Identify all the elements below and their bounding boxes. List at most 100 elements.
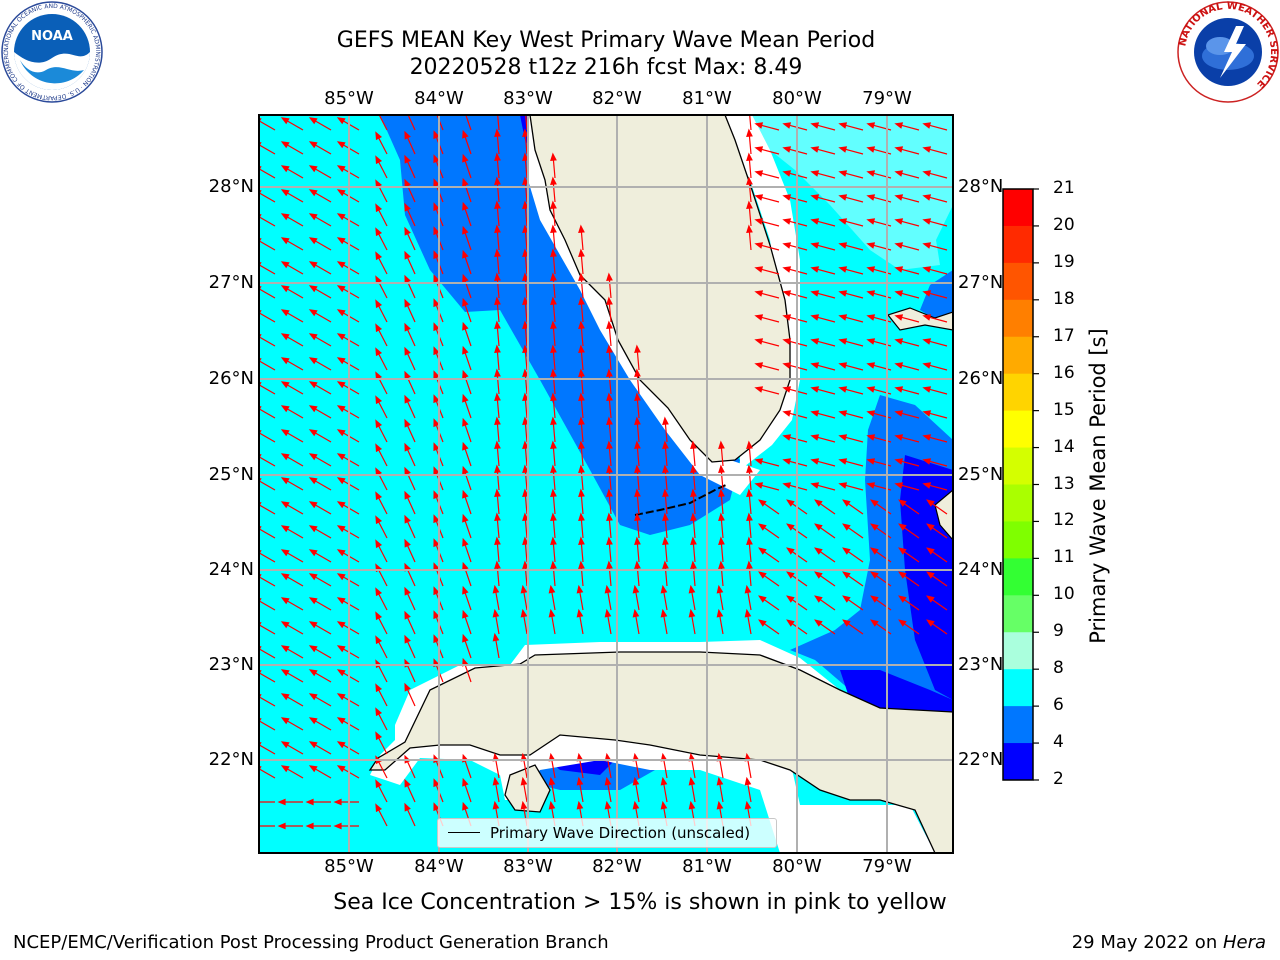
wave-arrowhead [634,464,641,473]
wave-arrow [759,292,780,299]
wave-arrowhead [404,778,411,788]
wave-arrowhead [718,512,725,521]
wave-arrowhead [716,776,724,786]
wave-arrow [634,758,640,779]
wave-arrow [494,614,500,635]
wave-arrowhead [606,464,613,473]
wave-arrow [313,431,332,443]
lon-tick-top: 83°W [503,88,553,109]
wave-arrow [524,278,528,299]
wave-arrowhead [336,621,346,629]
wave-arrowhead [336,669,346,677]
wave-arrowhead [632,608,640,618]
wave-arrowhead [433,634,440,644]
wave-arrowhead [898,619,907,627]
wave-arrow [636,470,640,491]
wave-arrowhead [866,362,876,369]
wave-arrow [818,574,836,587]
wave-arrow [608,302,612,323]
wave-arrowhead [634,488,641,497]
noaa-logo-text: NOAA [31,29,73,44]
wave-arrowhead [842,547,851,555]
wave-arrow [580,278,584,299]
wave-arrow [406,807,416,827]
wave-arrow [815,172,836,179]
wave-arrow [313,623,332,635]
wave-arrow [377,735,388,755]
wave-arrow [790,550,808,563]
map-legend: Primary Wave Direction (unscaled) [437,818,777,848]
wave-arrow [522,758,528,779]
wave-arrowhead [744,776,752,786]
wave-arrowhead [280,213,290,221]
wave-arrow [463,254,472,275]
wave-arrow [636,374,640,395]
wave-arrow [463,422,472,443]
wave-arrow [759,460,780,467]
wave-arrowhead [810,458,820,465]
wave-arrow [927,316,948,323]
wave-arrow [874,502,892,515]
wave-arrowhead [746,488,753,497]
wave-arrow [463,158,472,179]
wave-arrow [313,287,332,299]
wave-arrowhead [550,512,557,521]
wave-arrowhead [922,338,932,345]
wave-arrowhead [333,798,342,806]
wave-arrow [285,431,304,443]
wave-arrowhead [578,512,585,521]
wave-arrowhead [838,362,848,369]
wave-arrow [818,550,836,563]
wave-arrow [285,167,304,179]
wave-arrow [377,807,388,827]
wave-arrowhead [866,482,876,489]
wave-arrowhead [814,499,823,507]
sea-ice-note: Sea Ice Concentration > 15% is shown in … [0,890,1280,915]
wave-arrowhead [782,290,792,297]
wave-arrow [899,388,920,395]
noaa-logo: NATIONAL OCEANIC AND ATMOSPHERIC ADMINIS… [0,0,103,103]
wave-arrowhead [522,536,529,545]
wave-arrowhead [838,386,848,393]
wave-arrow [313,551,332,563]
wave-arrow [815,148,836,155]
wave-arrowhead [926,547,935,555]
wave-arrowhead [433,370,440,380]
wave-arrow [377,759,388,779]
wave-arrow [664,542,668,563]
wave-arrowhead [404,466,411,476]
wave-arrow [902,526,920,539]
wave-arrowhead [662,488,669,497]
wave-arrowhead [842,523,851,531]
wave-arrow [377,327,388,347]
wave-arrowhead [606,368,613,377]
wave-arrowhead [550,368,557,377]
wave-arrow [899,436,920,443]
wave-arrowhead [462,321,469,331]
wave-arrow [341,551,360,563]
wave-arrow [341,695,360,707]
wave-arrowhead [308,573,318,581]
wave-arrowhead [375,347,383,357]
wave-arrowhead [810,266,820,273]
wave-arrowhead [494,536,501,545]
wave-arrowhead [786,499,795,507]
wave-arrowhead [462,585,469,595]
wave-arrowhead [522,152,529,161]
wave-arrow [899,244,920,251]
wave-arrow [843,148,864,155]
wave-arrow [662,782,668,803]
wave-arrow [927,148,948,155]
wave-arrow [285,359,304,371]
wave-arrowhead [842,619,851,627]
wave-arrowhead [375,131,383,141]
wave-arrow [524,494,528,515]
wave-arrow [899,268,920,275]
wave-arrowhead [548,608,556,618]
wave-arrowhead [520,584,528,594]
wave-arrow [927,124,948,131]
wave-arrowhead [550,152,557,161]
wave-arrowhead [433,610,440,620]
wave-arrow [463,230,472,251]
